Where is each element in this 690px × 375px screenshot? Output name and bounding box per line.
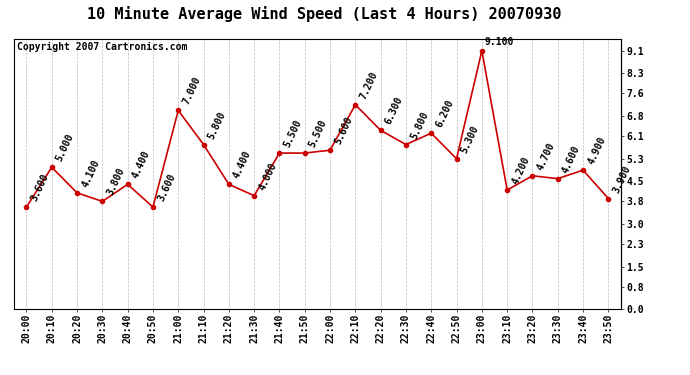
- Text: 5.600: 5.600: [333, 115, 354, 146]
- Text: 5.800: 5.800: [206, 110, 228, 140]
- Text: 3.800: 3.800: [105, 166, 126, 197]
- Text: 6.300: 6.300: [384, 95, 405, 126]
- Text: 5.800: 5.800: [408, 110, 430, 140]
- Text: 4.400: 4.400: [232, 149, 253, 180]
- Text: 3.600: 3.600: [29, 172, 50, 203]
- Text: 10 Minute Average Wind Speed (Last 4 Hours) 20070930: 10 Minute Average Wind Speed (Last 4 Hou…: [87, 6, 562, 22]
- Text: 7.000: 7.000: [181, 75, 202, 106]
- Text: 4.000: 4.000: [257, 160, 278, 192]
- Text: 5.300: 5.300: [460, 124, 481, 154]
- Text: 4.900: 4.900: [586, 135, 607, 166]
- Text: Copyright 2007 Cartronics.com: Copyright 2007 Cartronics.com: [17, 42, 187, 52]
- Text: 4.100: 4.100: [80, 158, 101, 189]
- Text: 3.900: 3.900: [611, 164, 633, 194]
- Text: 5.500: 5.500: [282, 118, 304, 149]
- Text: 4.600: 4.600: [560, 144, 582, 174]
- Text: 6.200: 6.200: [434, 98, 455, 129]
- Text: 7.200: 7.200: [358, 70, 380, 100]
- Text: 5.000: 5.000: [55, 132, 76, 163]
- Text: 5.500: 5.500: [308, 118, 329, 149]
- Text: 9.100: 9.100: [484, 37, 514, 46]
- Text: 4.400: 4.400: [130, 149, 152, 180]
- Text: 3.600: 3.600: [156, 172, 177, 203]
- Text: 4.700: 4.700: [535, 141, 557, 172]
- Text: 4.200: 4.200: [510, 155, 531, 186]
